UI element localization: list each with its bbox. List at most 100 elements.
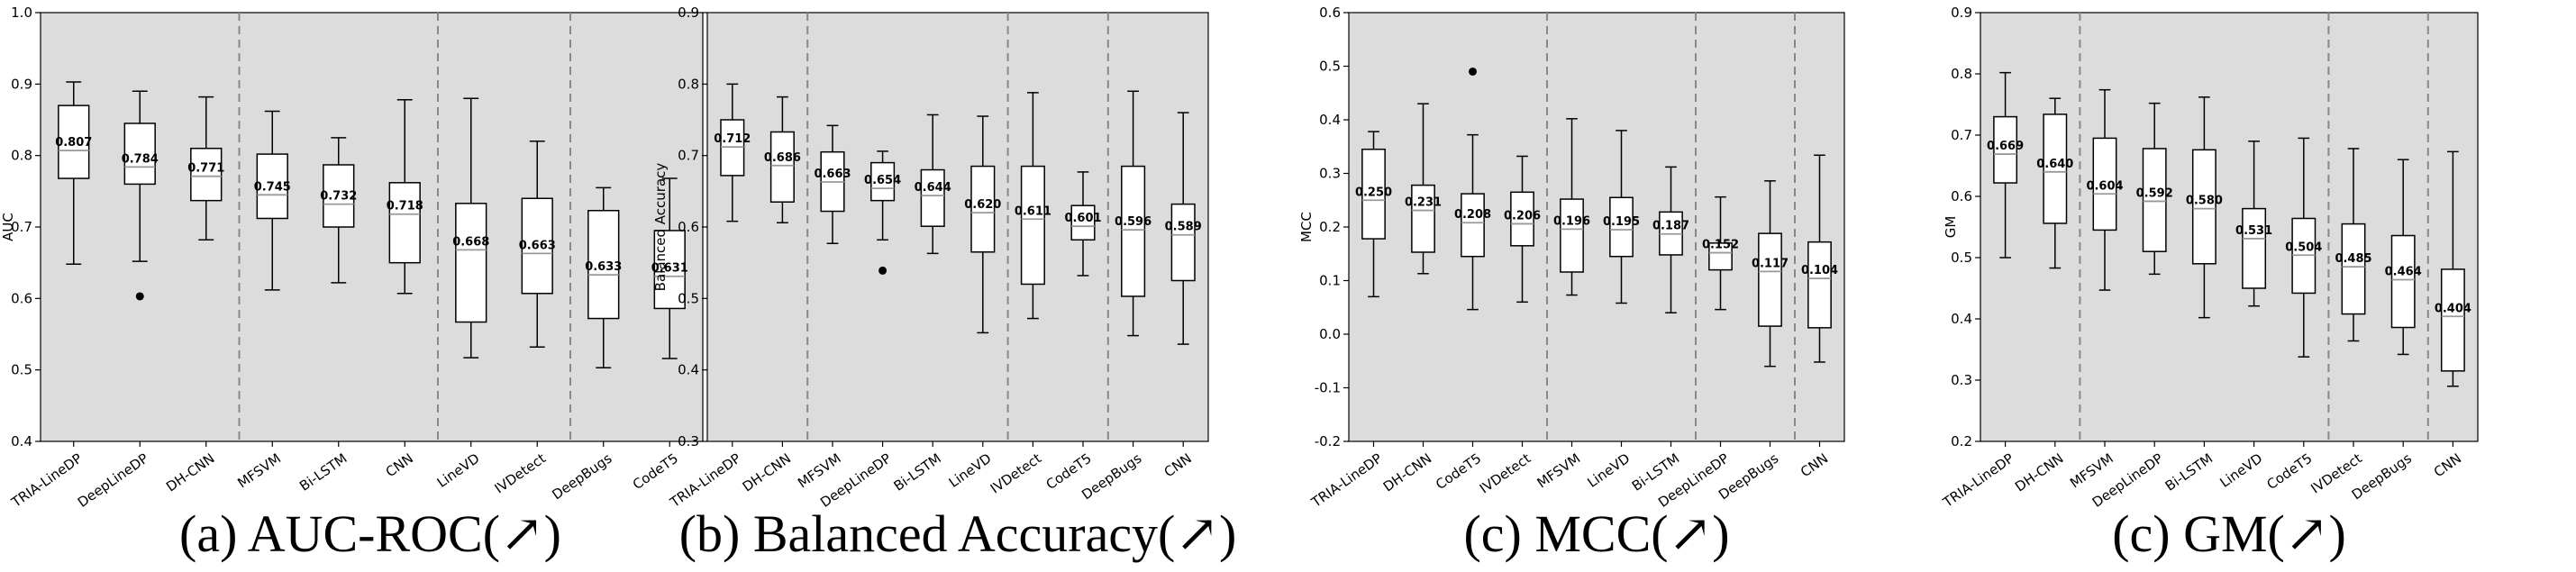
median-label: 0.596 [1115, 215, 1151, 229]
y-tick-label: 0.7 [678, 148, 699, 164]
y-tick-label: -0.1 [1315, 380, 1341, 396]
box-cnn: 0.404 [2435, 150, 2471, 387]
box-codet5: 0.631 [651, 177, 688, 359]
y-tick-label: 0.5 [11, 362, 32, 378]
box-codet5: 0.208 [1454, 67, 1491, 311]
box-ivdetect: 0.663 [519, 141, 556, 349]
iqr-box [2191, 149, 2216, 265]
median-label: 0.745 [254, 180, 291, 194]
median-label: 0.732 [320, 190, 357, 204]
y-tick-label: 0.2 [1319, 219, 1341, 235]
median-label: 0.208 [1454, 208, 1491, 222]
iqr-box [920, 168, 945, 227]
median-label: 0.580 [2186, 195, 2223, 208]
box-ivdetect: 0.206 [1504, 155, 1541, 304]
iqr-box [190, 147, 223, 202]
x-tick-label: Bi-LSTM [891, 450, 944, 495]
y-tick-label: 0.9 [11, 76, 32, 92]
box-deepbugs: 0.464 [2385, 159, 2422, 356]
y-tick-label: 0.4 [11, 433, 32, 449]
median-label: 0.589 [1165, 221, 1202, 234]
iqr-box [870, 161, 896, 202]
y-tick-label: 0.9 [1951, 5, 1972, 21]
iqr-box [1993, 115, 2018, 184]
iqr-box [123, 123, 156, 186]
box-deeplinedp: 0.152 [1702, 195, 1739, 311]
x-tick-label: CodeT5 [630, 450, 681, 494]
box-linevd: 0.531 [2235, 141, 2272, 307]
box-ivdetect: 0.485 [2335, 148, 2372, 342]
box-dh-cnn: 0.686 [764, 95, 801, 223]
x-tick-label: DeepLineDP [75, 450, 151, 511]
caption-mcc: (c) MCC(↗) [1463, 504, 1729, 563]
median-label: 0.686 [764, 151, 801, 165]
panel-auc-roc: 0.4 0.5 0.6 0.7 0.8 0.9 1.0 AUC 0.807 TRIA-LineDP… [0, 5, 704, 512]
median-label: 0.620 [964, 198, 1001, 212]
iqr-box [2390, 234, 2416, 329]
iqr-box [58, 104, 90, 179]
y-axis-label: Balanced Accuracy [652, 163, 669, 292]
median-label: 0.644 [915, 181, 951, 195]
y-tick-label: 0.8 [1951, 66, 1972, 82]
iqr-box [2043, 113, 2068, 224]
median-label: 0.117 [1752, 257, 1789, 270]
y-tick-label: 0.3 [678, 433, 699, 449]
box-deeplinedp: 0.592 [2136, 102, 2173, 276]
median-label: 0.807 [55, 136, 92, 150]
median-label: 0.104 [1801, 264, 1838, 277]
box-mfsvm: 0.663 [814, 124, 851, 244]
box-linevd: 0.668 [452, 97, 489, 359]
median-label: 0.195 [1603, 215, 1640, 229]
x-tick-label: CNN [1798, 450, 1831, 481]
y-tick-label: 0.4 [1319, 112, 1341, 128]
iqr-box [2242, 207, 2267, 289]
x-tick-label: LineVD [2217, 450, 2266, 491]
median-label: 0.631 [651, 262, 688, 276]
iqr-box [2092, 137, 2117, 232]
median-label: 0.669 [1987, 140, 2024, 153]
y-tick-label: 0.6 [678, 219, 699, 235]
iqr-box [2341, 222, 2366, 315]
y-tick-label: 0.5 [1951, 250, 1972, 266]
y-axis-label: GM [1943, 216, 1959, 239]
outlier-point [135, 292, 144, 301]
iqr-box [1807, 241, 1832, 329]
y-tick-label: 0.7 [11, 219, 32, 235]
median-label: 0.640 [2036, 158, 2073, 171]
y-axis-label: AUC [0, 213, 16, 241]
box-dh-cnn: 0.771 [187, 95, 224, 241]
x-tick-label: LineVD [946, 450, 995, 491]
x-tick-label: MFSVM [1534, 450, 1584, 492]
x-tick-label: DH-CNN [2012, 450, 2066, 495]
iqr-box [2440, 268, 2465, 372]
y-tick-label: 0.4 [1951, 311, 1972, 327]
y-tick-label: 0.3 [1951, 372, 1972, 388]
median-label: 0.784 [122, 152, 159, 166]
box-tria-linedp: 0.712 [714, 83, 751, 222]
y-tick-label: 0.5 [1319, 59, 1341, 75]
box-codet5: 0.504 [2285, 137, 2322, 358]
iqr-box [455, 203, 487, 323]
box-cnn: 0.589 [1165, 112, 1202, 345]
median-label: 0.718 [387, 200, 423, 213]
median-label: 0.196 [1553, 214, 1590, 228]
iqr-box [2142, 148, 2167, 252]
x-tick-label: TRIA-LineDP [8, 450, 86, 512]
y-tick-label: 0.4 [678, 362, 699, 378]
box-bi-lstm: 0.732 [320, 137, 357, 284]
x-tick-label: CodeT5 [2263, 450, 2315, 494]
x-tick-label: IVDetect [988, 450, 1044, 497]
median-label: 0.464 [2385, 265, 2422, 278]
x-tick-label: DH-CNN [1380, 450, 1434, 495]
x-tick-label: TRIA-LineDP [1307, 450, 1385, 512]
y-tick-label: 0.6 [1319, 5, 1341, 21]
panel-mcc: -0.2 -0.1 0.0 0.1 0.2 0.3 0.4 0.5 0.6 MCC 0.250 TRI… [1298, 5, 1845, 512]
x-tick-label: DeepBugs [549, 450, 614, 504]
median-label: 0.187 [1652, 220, 1689, 233]
box-mfsvm: 0.604 [2086, 88, 2124, 291]
box-deepbugs: 0.596 [1115, 90, 1151, 337]
y-tick-label: 1.0 [11, 5, 32, 21]
box-tria-linedp: 0.807 [55, 81, 92, 266]
box-bi-lstm: 0.644 [915, 113, 951, 255]
